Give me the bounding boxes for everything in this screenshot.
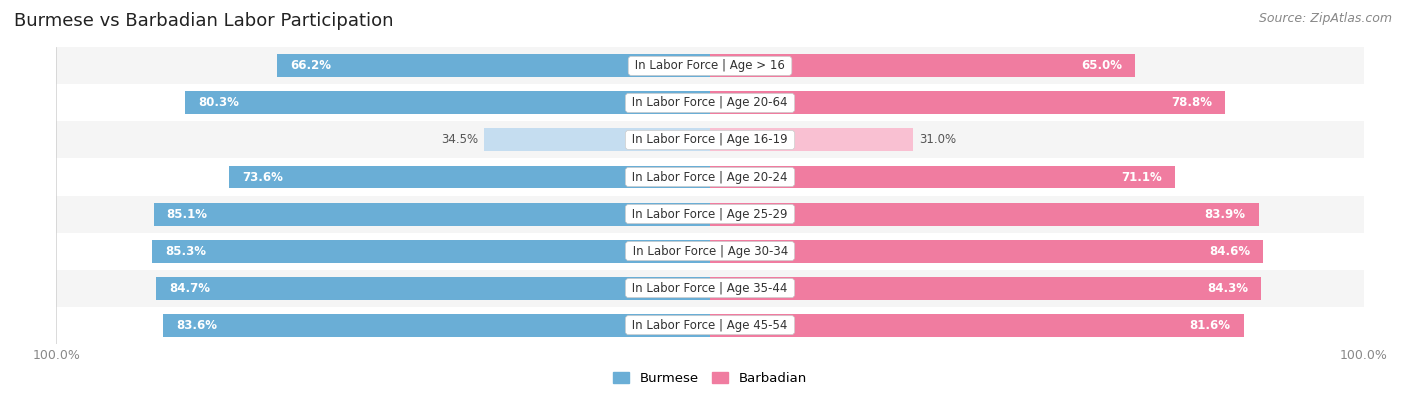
- Bar: [277, 55, 710, 77]
- Text: 81.6%: 81.6%: [1189, 319, 1230, 332]
- Bar: [710, 203, 1258, 226]
- Bar: [229, 166, 710, 188]
- Text: In Labor Force | Age 20-64: In Labor Force | Age 20-64: [628, 96, 792, 109]
- Legend: Burmese, Barbadian: Burmese, Barbadian: [607, 367, 813, 390]
- Bar: [56, 307, 1364, 344]
- Text: Burmese vs Barbadian Labor Participation: Burmese vs Barbadian Labor Participation: [14, 12, 394, 30]
- Text: In Labor Force | Age 20-24: In Labor Force | Age 20-24: [628, 171, 792, 184]
- Bar: [710, 276, 1261, 299]
- Text: In Labor Force | Age 35-44: In Labor Force | Age 35-44: [628, 282, 792, 295]
- Bar: [163, 314, 710, 337]
- Bar: [56, 158, 1364, 196]
- Bar: [56, 196, 1364, 233]
- Text: 31.0%: 31.0%: [920, 134, 956, 147]
- Text: 71.1%: 71.1%: [1121, 171, 1161, 184]
- Text: 80.3%: 80.3%: [198, 96, 239, 109]
- Bar: [56, 47, 1364, 85]
- Bar: [152, 240, 710, 263]
- Bar: [56, 121, 1364, 158]
- Bar: [710, 240, 1263, 263]
- Bar: [710, 314, 1243, 337]
- Text: In Labor Force | Age 25-29: In Labor Force | Age 25-29: [628, 207, 792, 220]
- Text: 83.6%: 83.6%: [177, 319, 218, 332]
- Bar: [710, 55, 1135, 77]
- Bar: [485, 128, 710, 151]
- Text: In Labor Force | Age 45-54: In Labor Force | Age 45-54: [628, 319, 792, 332]
- Bar: [56, 269, 1364, 307]
- Text: 73.6%: 73.6%: [242, 171, 283, 184]
- Bar: [56, 85, 1364, 121]
- Bar: [56, 233, 1364, 269]
- Text: Source: ZipAtlas.com: Source: ZipAtlas.com: [1258, 12, 1392, 25]
- Bar: [156, 276, 710, 299]
- Text: 66.2%: 66.2%: [290, 59, 332, 72]
- Text: In Labor Force | Age > 16: In Labor Force | Age > 16: [631, 59, 789, 72]
- Text: 85.3%: 85.3%: [166, 245, 207, 258]
- Text: 84.3%: 84.3%: [1208, 282, 1249, 295]
- Bar: [710, 128, 912, 151]
- Text: 85.1%: 85.1%: [167, 207, 208, 220]
- Bar: [186, 92, 710, 115]
- Text: 84.6%: 84.6%: [1209, 245, 1250, 258]
- Text: In Labor Force | Age 16-19: In Labor Force | Age 16-19: [628, 134, 792, 147]
- Text: In Labor Force | Age 30-34: In Labor Force | Age 30-34: [628, 245, 792, 258]
- Bar: [153, 203, 710, 226]
- Text: 65.0%: 65.0%: [1081, 59, 1122, 72]
- Bar: [710, 92, 1225, 115]
- Text: 34.5%: 34.5%: [441, 134, 478, 147]
- Text: 78.8%: 78.8%: [1171, 96, 1212, 109]
- Bar: [710, 166, 1175, 188]
- Text: 84.7%: 84.7%: [169, 282, 211, 295]
- Text: 83.9%: 83.9%: [1205, 207, 1246, 220]
